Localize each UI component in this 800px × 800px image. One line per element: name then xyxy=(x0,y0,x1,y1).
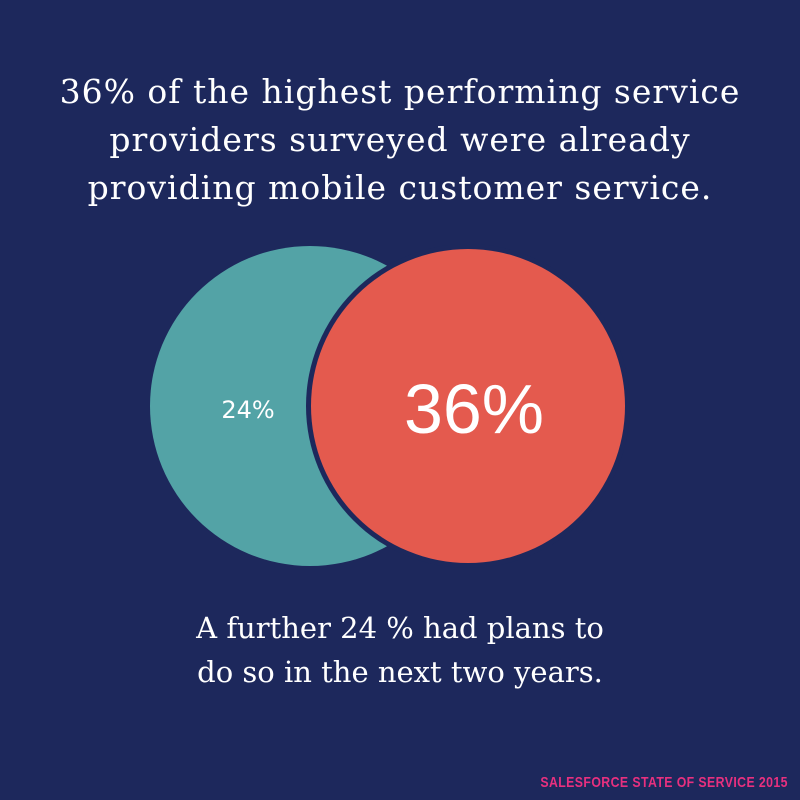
venn-circle-36 xyxy=(311,249,625,563)
headline-line-3: providing mobile customer service. xyxy=(87,168,713,207)
source-credit: SALESFORCE STATE OF SERVICE 2015 xyxy=(540,774,788,791)
headline-line-2: providers surveyed were already xyxy=(109,120,691,159)
headline-line-1: 36% of the highest performing service xyxy=(59,72,741,111)
subtext: A further 24 % had plans to do so in the… xyxy=(0,606,800,694)
subtext-line-1: A further 24 % had plans to xyxy=(196,611,604,645)
subtext-line-2: do so in the next two years. xyxy=(197,655,603,689)
headline: 36% of the highest performing service pr… xyxy=(0,68,800,212)
venn-label-36: 36% xyxy=(404,370,544,448)
venn-label-24: 24% xyxy=(221,396,274,424)
